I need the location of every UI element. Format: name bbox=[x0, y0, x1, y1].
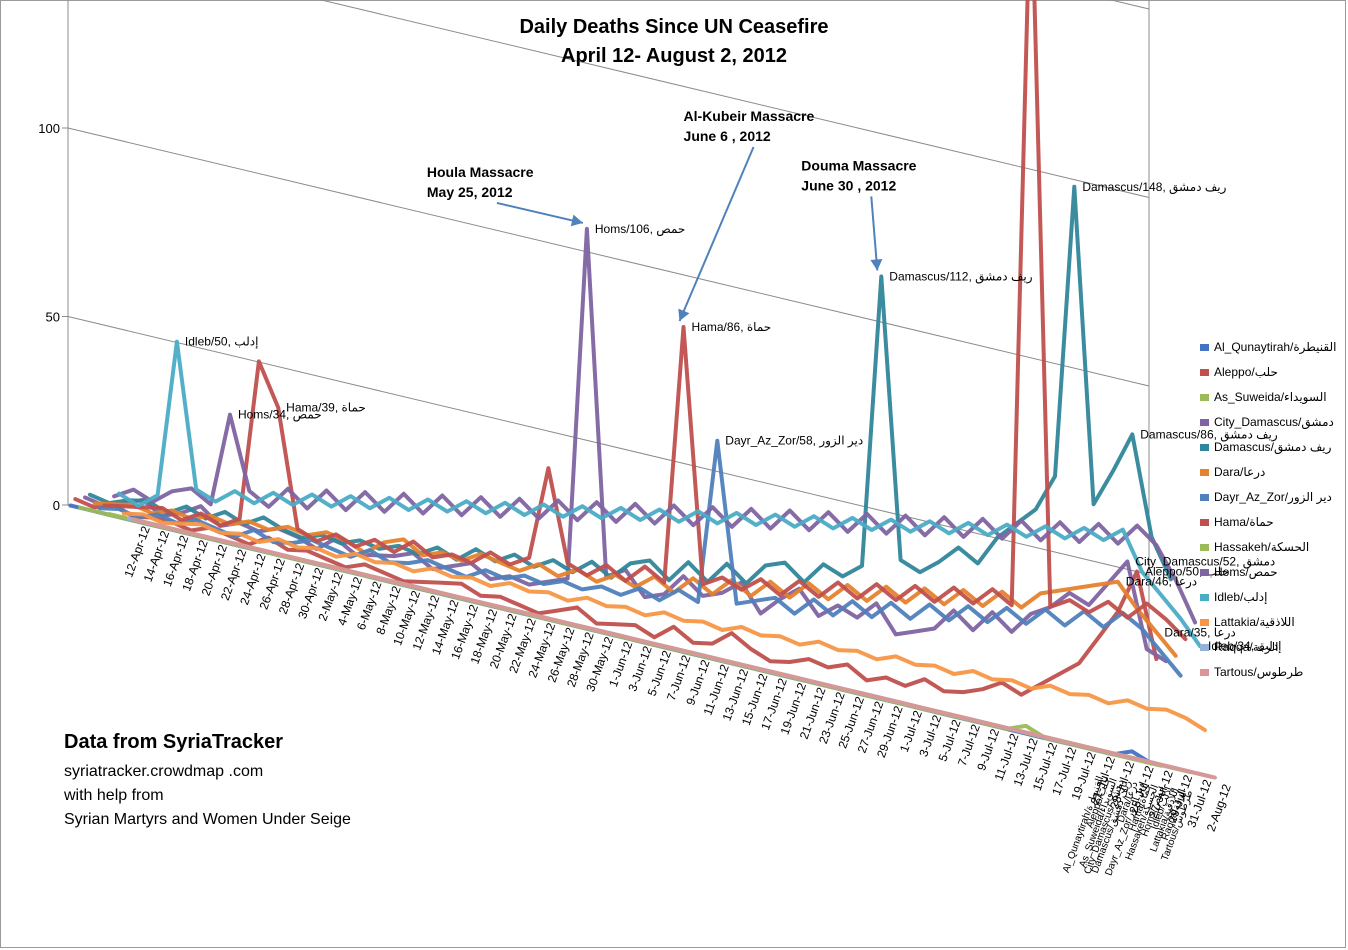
series-line bbox=[131, 517, 1217, 780]
legend-swatch bbox=[1200, 594, 1209, 601]
series-line bbox=[92, 501, 1178, 658]
data-label: Idleb/34, إدلب bbox=[1208, 639, 1282, 653]
annotation-arrow bbox=[496, 201, 584, 224]
annotation-arrowhead bbox=[870, 259, 883, 271]
chart-title: Daily Deaths Since UN Ceasefire bbox=[519, 16, 829, 38]
legend-swatch bbox=[1200, 369, 1209, 376]
data-label: Dayr_Az_Zor/58, دير الزور bbox=[725, 434, 863, 449]
credits-line: syriatracker.crowdmap .com bbox=[64, 763, 264, 780]
legend-label: Raqqa/الرقة bbox=[1214, 640, 1279, 654]
data-label: Hama/86, حماة bbox=[692, 320, 772, 334]
credits-line: Syrian Martyrs and Women Under Seige bbox=[64, 811, 351, 828]
gridline bbox=[319, 0, 1150, 198]
series-line bbox=[121, 511, 1207, 733]
annotation-title: Houla Massacre bbox=[427, 164, 534, 180]
legend-label: Tartous/طرطوس bbox=[1214, 665, 1304, 679]
legend-swatch bbox=[1200, 569, 1209, 576]
series-line bbox=[97, 438, 1183, 678]
legend-swatch bbox=[1200, 519, 1209, 526]
legend-label: Damascus/ريف دمشق bbox=[1214, 440, 1332, 454]
y-tick-label: 50 bbox=[46, 310, 60, 325]
data-label: Damascus/112, ريف دمشق bbox=[889, 269, 1032, 284]
data-label: Idleb/50, إدلب bbox=[185, 335, 258, 349]
legend-swatch bbox=[1200, 344, 1209, 351]
legend-label: As_Suweida/السويداء bbox=[1214, 390, 1327, 404]
credits-heading: Data from SyriaTracker bbox=[64, 731, 284, 753]
legend-label: Aleppo/حلب bbox=[1214, 365, 1278, 379]
legend-label: Hassakeh/الحسكة bbox=[1214, 540, 1310, 554]
chart-subtitle: April 12- August 2, 2012 bbox=[561, 45, 787, 67]
series-line bbox=[112, 412, 1198, 625]
data-label: Damascus/86, ريف دمشق bbox=[1140, 427, 1278, 442]
legend-label: Idleb/إدلب bbox=[1214, 590, 1268, 604]
annotation-title: Douma Massacre bbox=[801, 157, 916, 173]
data-label: Dara/46, درعا bbox=[1126, 575, 1197, 590]
legend-swatch bbox=[1200, 469, 1209, 476]
annotation-date: June 6 , 2012 bbox=[684, 128, 771, 144]
legend-swatch bbox=[1200, 394, 1209, 401]
annotation-arrowhead bbox=[570, 214, 583, 227]
legend-label: Dara/درعا bbox=[1214, 465, 1266, 479]
legend-swatch bbox=[1200, 669, 1209, 676]
series-line bbox=[102, 0, 1188, 642]
data-label: Dara/35, درعا bbox=[1164, 625, 1235, 640]
legend-label: Al_Qunaytirah/القنيطرة bbox=[1214, 340, 1337, 354]
legend-label: Lattakia/اللاذقية bbox=[1214, 615, 1295, 629]
legend-swatch bbox=[1200, 619, 1209, 626]
legend-label: Homs/حمص bbox=[1214, 565, 1278, 579]
data-label: Homs/106, حمص bbox=[595, 222, 685, 237]
annotation-arrow bbox=[870, 196, 879, 271]
credits: Data from SyriaTracker syriatracker.crow… bbox=[64, 731, 351, 832]
annotation-title: Al-Kubeir Massacre bbox=[684, 108, 815, 124]
annotations: Houla Massacre May 25, 2012 Al-Kubeir Mass… bbox=[427, 108, 917, 322]
legend-swatch bbox=[1200, 644, 1209, 651]
legend-label: City_Damascus/دمشق bbox=[1214, 415, 1334, 429]
annotation-arrowhead bbox=[678, 308, 690, 321]
series-lines bbox=[68, 0, 1217, 780]
series-line bbox=[117, 339, 1202, 649]
data-label: Homs/34, حمص bbox=[238, 408, 322, 423]
annotation-date: May 25, 2012 bbox=[427, 184, 513, 200]
legend-swatch bbox=[1200, 444, 1209, 451]
y-tick-label: 0 bbox=[53, 498, 60, 513]
annotation-arrow bbox=[678, 146, 755, 322]
data-label: Damascus/148, ريف دمشق bbox=[1082, 180, 1226, 195]
legend-label: Hama/حماة bbox=[1214, 515, 1274, 529]
credits-line: with help from bbox=[64, 787, 164, 804]
annotation-date: June 30 , 2012 bbox=[801, 177, 896, 193]
data-label: City_Damascus/52, دمشق bbox=[1135, 554, 1275, 569]
legend-swatch bbox=[1200, 419, 1209, 426]
legend-swatch bbox=[1200, 494, 1209, 501]
legend-swatch bbox=[1200, 544, 1209, 551]
gridline bbox=[1109, 0, 1150, 10]
y-tick-label: 100 bbox=[38, 121, 60, 136]
legend-label: Dayr_Az_Zor/دير الزور bbox=[1214, 490, 1332, 504]
data-label: Hama/39, حماة bbox=[286, 400, 366, 414]
gridline bbox=[67, 127, 1150, 387]
series-line bbox=[87, 184, 1173, 586]
